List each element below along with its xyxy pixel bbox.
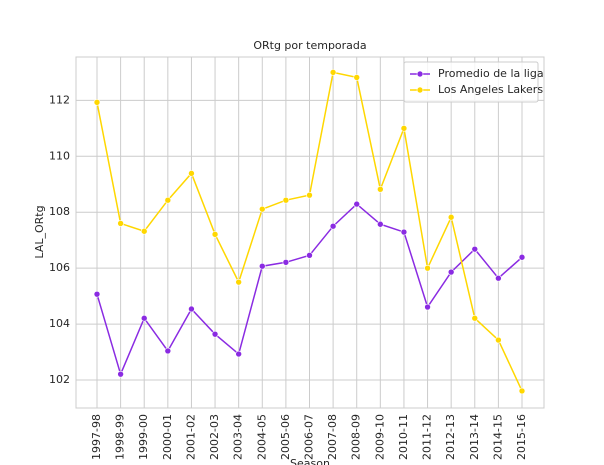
- legend-marker: [416, 86, 424, 94]
- data-point: [329, 69, 337, 76]
- data-point: [188, 305, 195, 313]
- data-point: [353, 200, 361, 208]
- data-point: [447, 268, 455, 276]
- y-tick-label: 102: [49, 373, 70, 386]
- data-point: [495, 336, 502, 344]
- legend-label: Los Angeles Lakers: [438, 83, 543, 96]
- data-point: [164, 196, 172, 204]
- chart-title: ORtg por temporada: [253, 39, 366, 52]
- data-point: [258, 205, 266, 213]
- x-tick-label: 2015-16: [515, 414, 528, 460]
- data-point: [518, 253, 526, 261]
- data-point: [424, 303, 431, 311]
- data-point: [329, 222, 337, 230]
- data-point: [235, 278, 242, 286]
- data-point: [518, 387, 526, 395]
- x-tick-label: 2011-12: [421, 414, 434, 460]
- y-axis-label: LAL_ORtg: [33, 205, 46, 258]
- data-point: [447, 213, 455, 221]
- data-point: [140, 227, 148, 235]
- data-point: [377, 220, 384, 228]
- x-tick-label: 2001-02: [184, 414, 197, 460]
- data-point: [377, 185, 384, 193]
- y-tick-label: 110: [49, 149, 70, 162]
- y-tick-label: 112: [49, 93, 70, 106]
- y-tick-label: 106: [49, 261, 70, 274]
- data-point: [211, 330, 219, 338]
- data-point: [140, 314, 148, 322]
- x-tick-label: 2013-14: [468, 414, 481, 460]
- data-point: [282, 196, 290, 204]
- y-tick-label: 104: [49, 317, 70, 330]
- x-tick-label: 2009-10: [373, 414, 386, 460]
- data-point: [211, 231, 219, 238]
- x-tick-label: 2014-15: [491, 414, 504, 460]
- legend-label: Promedio de la liga: [438, 67, 544, 80]
- x-tick-label: 2012-13: [444, 414, 457, 460]
- data-point: [117, 370, 124, 378]
- x-tick-label: 2000-01: [161, 414, 174, 460]
- data-point: [188, 170, 195, 177]
- legend-box: [403, 61, 539, 103]
- x-tick-label: 2004-05: [255, 414, 268, 460]
- x-tick-label: 1998-99: [114, 414, 127, 460]
- data-point: [353, 74, 361, 81]
- plot-frame: [75, 56, 545, 409]
- data-point: [164, 347, 172, 355]
- data-point: [306, 191, 313, 199]
- data-point: [471, 245, 479, 253]
- data-point: [117, 220, 124, 227]
- data-point: [400, 228, 408, 236]
- x-tick-label: 1997-98: [90, 414, 103, 460]
- x-tick-label: 2008-09: [350, 414, 363, 460]
- y-tick-label: 108: [49, 205, 70, 218]
- data-point: [235, 350, 242, 358]
- data-point: [400, 125, 408, 132]
- data-point: [306, 251, 313, 259]
- data-point: [258, 262, 266, 270]
- legend-marker: [416, 70, 424, 78]
- x-tick-label: 2010-11: [397, 414, 410, 460]
- x-tick-label: 2003-04: [232, 414, 245, 460]
- data-point: [93, 290, 101, 298]
- data-point: [93, 99, 101, 106]
- x-tick-label: 2002-03: [208, 414, 221, 460]
- x-tick-label: 2005-06: [279, 414, 292, 460]
- data-point: [495, 274, 502, 282]
- x-tick-label: 1999-00: [137, 414, 150, 460]
- x-tick-label: 2007-08: [326, 414, 339, 460]
- data-point: [424, 264, 431, 272]
- x-axis-label: Season: [290, 457, 330, 465]
- x-tick-label: 2006-07: [303, 414, 316, 460]
- data-point: [471, 314, 479, 322]
- data-point: [282, 258, 290, 266]
